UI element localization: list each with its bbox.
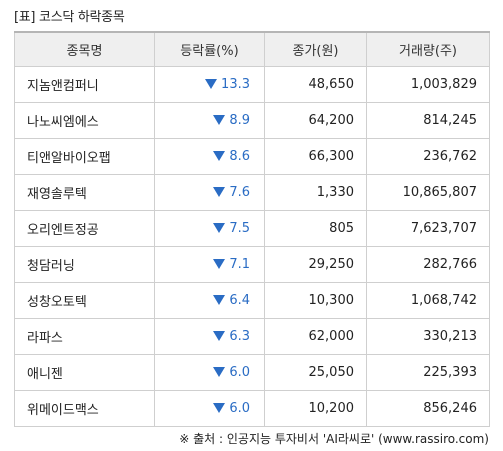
volume: 282,766 bbox=[366, 246, 490, 283]
table-row: 지놈앤컴퍼니 13.3 48,650 1,003,829 bbox=[14, 66, 490, 103]
down-triangle-icon bbox=[213, 295, 226, 305]
change-rate-cell: 13.3 bbox=[154, 66, 265, 103]
stock-name: 티앤알바이오팹 bbox=[14, 138, 155, 175]
change-rate: 8.6 bbox=[229, 149, 250, 164]
down-triangle-icon bbox=[213, 259, 226, 269]
close-price: 1,330 bbox=[264, 174, 367, 211]
table-row: 오리엔트정공 7.5 805 7,623,707 bbox=[14, 210, 490, 247]
close-price: 25,050 bbox=[264, 354, 367, 391]
header-row: 종목명 등락률(%) 종가(원) 거래량(주) bbox=[14, 31, 490, 67]
change-rate-cell: 6.0 bbox=[154, 390, 265, 427]
volume: 10,865,807 bbox=[366, 174, 490, 211]
down-triangle-icon bbox=[213, 187, 226, 197]
change-rate-cell: 6.4 bbox=[154, 282, 265, 319]
table-row: 위메이드맥스 6.0 10,200 856,246 bbox=[14, 390, 490, 427]
change-rate: 13.3 bbox=[221, 77, 250, 92]
down-triangle-icon bbox=[205, 79, 218, 89]
close-price: 29,250 bbox=[264, 246, 367, 283]
stock-name: 애니젠 bbox=[14, 354, 155, 391]
volume: 856,246 bbox=[366, 390, 490, 427]
stock-name: 성창오토텍 bbox=[14, 282, 155, 319]
close-price: 48,650 bbox=[264, 66, 367, 103]
volume: 225,393 bbox=[366, 354, 490, 391]
volume: 814,245 bbox=[366, 102, 490, 139]
table-row: 라파스 6.3 62,000 330,213 bbox=[14, 318, 490, 355]
stock-name: 청담러닝 bbox=[14, 246, 155, 283]
stock-name: 라파스 bbox=[14, 318, 155, 355]
volume: 1,068,742 bbox=[366, 282, 490, 319]
change-rate: 8.9 bbox=[229, 113, 250, 128]
table-row: 나노씨엠에스 8.9 64,200 814,245 bbox=[14, 102, 490, 139]
change-rate: 6.0 bbox=[229, 365, 250, 380]
table-row: 재영솔루텍 7.6 1,330 10,865,807 bbox=[14, 174, 490, 211]
change-rate: 6.3 bbox=[229, 329, 250, 344]
volume: 1,003,829 bbox=[366, 66, 490, 103]
close-price: 10,200 bbox=[264, 390, 367, 427]
table-row: 청담러닝 7.1 29,250 282,766 bbox=[14, 246, 490, 283]
table-row: 애니젠 6.0 25,050 225,393 bbox=[14, 354, 490, 391]
close-price: 805 bbox=[264, 210, 367, 247]
close-price: 64,200 bbox=[264, 102, 367, 139]
stock-name: 재영솔루텍 bbox=[14, 174, 155, 211]
stock-name: 나노씨엠에스 bbox=[14, 102, 155, 139]
table-title: [표] 코스닥 하락종목 bbox=[14, 10, 125, 25]
change-rate: 6.4 bbox=[229, 293, 250, 308]
down-triangle-icon bbox=[213, 403, 226, 413]
header-price: 종가(원) bbox=[264, 31, 367, 67]
change-rate: 7.1 bbox=[229, 257, 250, 272]
stock-name: 지놈앤컴퍼니 bbox=[14, 66, 155, 103]
decliners-table: 종목명 등락률(%) 종가(원) 거래량(주) 지놈앤컴퍼니 13.3 48,650… bbox=[14, 31, 490, 427]
change-rate-cell: 6.0 bbox=[154, 354, 265, 391]
source-note: ※ 출처 : 인공지능 투자비서 'AI라씨로' (www.rassiro.co… bbox=[179, 432, 489, 446]
change-rate-cell: 7.1 bbox=[154, 246, 265, 283]
header-name: 종목명 bbox=[14, 31, 155, 67]
change-rate: 7.6 bbox=[229, 185, 250, 200]
header-volume: 거래량(주) bbox=[366, 31, 490, 67]
change-rate-cell: 7.5 bbox=[154, 210, 265, 247]
change-rate-cell: 8.9 bbox=[154, 102, 265, 139]
volume: 236,762 bbox=[366, 138, 490, 175]
change-rate: 7.5 bbox=[229, 221, 250, 236]
down-triangle-icon bbox=[213, 331, 226, 341]
close-price: 62,000 bbox=[264, 318, 367, 355]
down-triangle-icon bbox=[213, 151, 226, 161]
change-rate-cell: 6.3 bbox=[154, 318, 265, 355]
change-rate: 6.0 bbox=[229, 401, 250, 416]
volume: 7,623,707 bbox=[366, 210, 490, 247]
close-price: 10,300 bbox=[264, 282, 367, 319]
change-rate-cell: 8.6 bbox=[154, 138, 265, 175]
down-triangle-icon bbox=[213, 367, 226, 377]
table-row: 성창오토텍 6.4 10,300 1,068,742 bbox=[14, 282, 490, 319]
stock-name: 오리엔트정공 bbox=[14, 210, 155, 247]
volume: 330,213 bbox=[366, 318, 490, 355]
down-triangle-icon bbox=[213, 223, 226, 233]
close-price: 66,300 bbox=[264, 138, 367, 175]
change-rate-cell: 7.6 bbox=[154, 174, 265, 211]
table-row: 티앤알바이오팹 8.6 66,300 236,762 bbox=[14, 138, 490, 175]
header-rate: 등락률(%) bbox=[154, 31, 265, 67]
stock-name: 위메이드맥스 bbox=[14, 390, 155, 427]
down-triangle-icon bbox=[213, 115, 226, 125]
